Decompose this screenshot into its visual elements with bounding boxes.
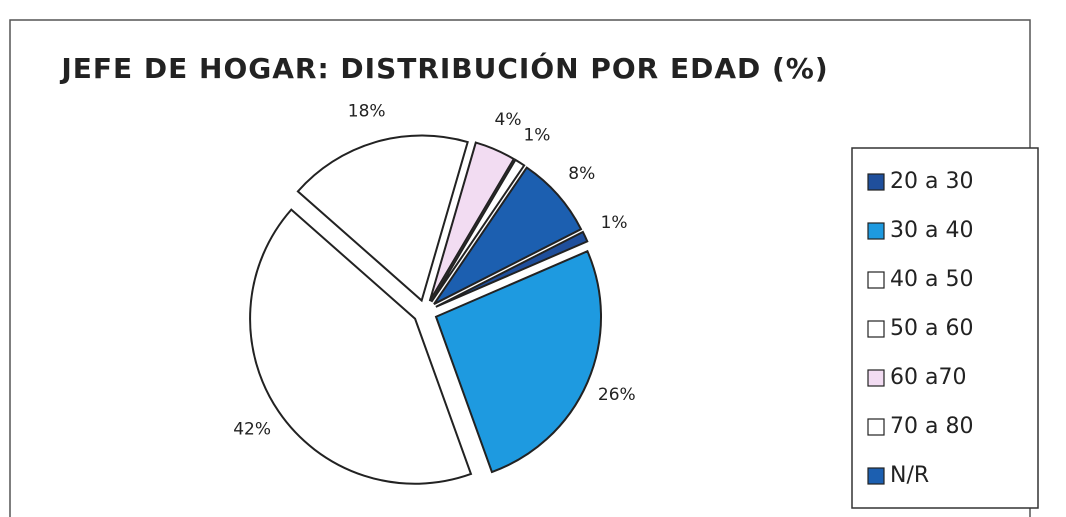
pie-slice bbox=[249, 208, 473, 485]
pie-slice bbox=[428, 141, 516, 302]
chart-title: JEFE DE HOGAR: DISTRIBUCIÓN POR EDAD (%) bbox=[59, 51, 828, 85]
legend-swatch bbox=[867, 418, 885, 436]
legend-label: 50 a 60 bbox=[890, 316, 973, 341]
data-label: 8% bbox=[568, 164, 595, 184]
data-label: 4% bbox=[495, 110, 522, 130]
data-label: 1% bbox=[601, 213, 628, 233]
legend-label: 20 a 30 bbox=[890, 169, 973, 194]
legend-label: 60 a70 bbox=[890, 365, 966, 390]
legend-label: N/R bbox=[890, 463, 929, 488]
legend-swatch bbox=[867, 369, 885, 387]
legend-swatch bbox=[867, 222, 885, 240]
data-label: 18% bbox=[348, 101, 386, 121]
data-label: 26% bbox=[598, 385, 636, 405]
pie-slice bbox=[430, 158, 526, 303]
pie-slice bbox=[433, 166, 583, 305]
legend-swatch bbox=[867, 271, 885, 289]
legend-label: 30 a 40 bbox=[890, 218, 973, 243]
pie-slice bbox=[434, 249, 602, 474]
pie-slice bbox=[435, 230, 589, 308]
legend-label: 40 a 50 bbox=[890, 267, 973, 292]
data-label: 1% bbox=[523, 126, 550, 146]
legend-label: 70 a 80 bbox=[890, 414, 973, 439]
legend-swatch bbox=[867, 173, 885, 191]
pie-slice bbox=[296, 134, 469, 303]
legend-swatch bbox=[867, 467, 885, 485]
data-label: 42% bbox=[233, 419, 271, 439]
legend-swatch bbox=[867, 320, 885, 338]
